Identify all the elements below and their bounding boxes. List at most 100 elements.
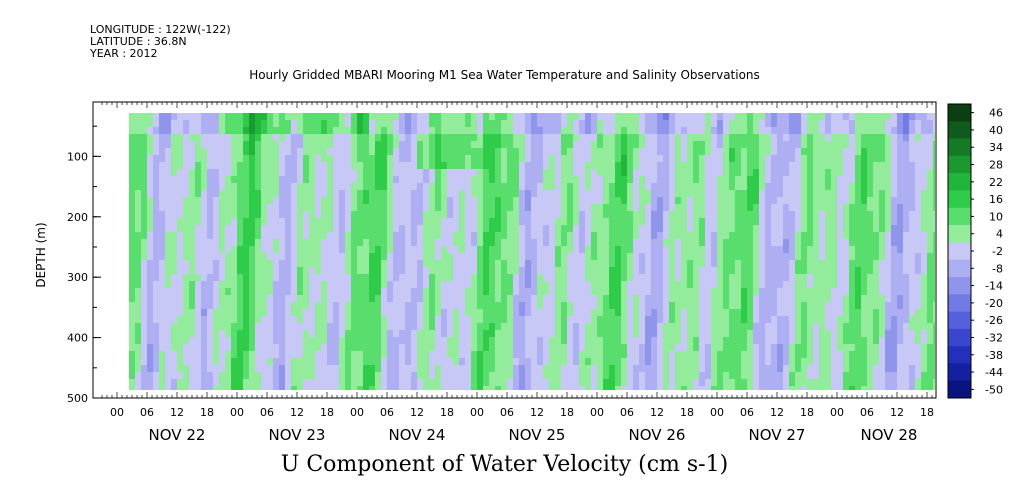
heatmap-cell bbox=[789, 225, 796, 233]
heatmap-cell bbox=[729, 379, 736, 387]
heatmap-cell bbox=[513, 155, 520, 163]
heatmap-cell bbox=[597, 281, 604, 289]
heatmap-cell bbox=[525, 176, 532, 184]
heatmap-cell bbox=[441, 134, 448, 142]
heatmap-cell bbox=[219, 330, 226, 338]
heatmap-cell bbox=[513, 302, 520, 310]
heatmap-cell bbox=[549, 379, 556, 387]
heatmap-cell bbox=[147, 169, 154, 177]
heatmap-cell bbox=[597, 218, 604, 226]
heatmap-cell bbox=[621, 197, 628, 205]
heatmap-cell bbox=[375, 288, 382, 296]
heatmap-cell bbox=[129, 127, 136, 135]
heatmap-cell bbox=[747, 183, 754, 191]
heatmap-cell bbox=[807, 253, 814, 261]
heatmap-cell bbox=[279, 183, 286, 191]
heatmap-cell bbox=[417, 386, 424, 390]
heatmap-cell bbox=[825, 169, 832, 177]
heatmap-cell bbox=[621, 162, 628, 170]
heatmap-cell bbox=[819, 211, 826, 219]
heatmap-cell bbox=[309, 232, 316, 240]
heatmap-cell bbox=[627, 330, 634, 338]
heatmap-cell bbox=[549, 239, 556, 247]
heatmap-cell bbox=[591, 141, 598, 149]
heatmap-cell bbox=[441, 302, 448, 310]
heatmap-cell bbox=[525, 183, 532, 191]
heatmap-cell bbox=[363, 295, 370, 303]
heatmap-cell bbox=[555, 169, 562, 177]
heatmap-cell bbox=[519, 218, 526, 226]
heatmap-cell bbox=[201, 169, 208, 177]
heatmap-cell bbox=[165, 281, 172, 289]
heatmap-cell bbox=[639, 330, 646, 338]
heatmap-cell bbox=[393, 176, 400, 184]
heatmap-cell bbox=[351, 211, 358, 219]
heatmap-cell bbox=[753, 183, 760, 191]
heatmap-cell bbox=[189, 246, 196, 254]
heatmap-cell bbox=[843, 274, 850, 282]
heatmap-cell bbox=[423, 337, 430, 345]
heatmap-cell bbox=[687, 309, 694, 317]
heatmap-cell bbox=[357, 253, 364, 261]
heatmap-cell bbox=[867, 232, 874, 240]
heatmap-cell bbox=[345, 218, 352, 226]
heatmap-cell bbox=[261, 358, 268, 366]
heatmap-cell bbox=[633, 239, 640, 247]
heatmap-cell bbox=[633, 155, 640, 163]
heatmap-cell bbox=[717, 379, 724, 387]
heatmap-cell bbox=[489, 148, 496, 156]
heatmap-cell bbox=[597, 232, 604, 240]
heatmap-cell bbox=[795, 134, 802, 142]
heatmap-cell bbox=[717, 141, 724, 149]
heatmap-cell bbox=[519, 288, 526, 296]
heatmap-cell bbox=[639, 302, 646, 310]
heatmap-cell bbox=[861, 358, 868, 366]
heatmap-cell bbox=[645, 134, 652, 142]
heatmap-cell bbox=[195, 113, 202, 121]
heatmap-cell bbox=[597, 134, 604, 142]
heatmap-cell bbox=[423, 197, 430, 205]
heatmap-cell bbox=[729, 120, 736, 128]
heatmap-cell bbox=[819, 351, 826, 359]
heatmap-cell bbox=[711, 260, 718, 268]
heatmap-cell bbox=[297, 127, 304, 135]
heatmap-cell bbox=[387, 274, 394, 282]
heatmap-cell bbox=[663, 288, 670, 296]
heatmap-cell bbox=[411, 141, 418, 149]
heatmap-cell bbox=[207, 323, 214, 331]
heatmap-cell bbox=[579, 218, 586, 226]
heatmap-cell bbox=[855, 211, 862, 219]
heatmap-cell bbox=[681, 365, 688, 373]
heatmap-cell bbox=[771, 120, 778, 128]
heatmap-cell bbox=[393, 379, 400, 387]
heatmap-cell bbox=[711, 323, 718, 331]
heatmap-cell bbox=[783, 134, 790, 142]
heatmap-cell bbox=[189, 232, 196, 240]
heatmap-cell bbox=[435, 120, 442, 128]
heatmap-cell bbox=[465, 316, 472, 324]
heatmap-cell bbox=[261, 302, 268, 310]
heatmap-cell bbox=[723, 288, 730, 296]
heatmap-cell bbox=[249, 120, 256, 128]
heatmap-cell bbox=[759, 225, 766, 233]
heatmap-cell bbox=[273, 288, 280, 296]
heatmap-cell bbox=[663, 281, 670, 289]
heatmap-cell bbox=[669, 162, 676, 170]
heatmap-cell bbox=[801, 134, 808, 142]
heatmap-cell bbox=[861, 386, 868, 390]
heatmap-cell bbox=[855, 246, 862, 254]
heatmap-cell bbox=[783, 183, 790, 191]
heatmap-cell bbox=[453, 239, 460, 247]
heatmap-cell bbox=[147, 176, 154, 184]
heatmap-cell bbox=[255, 351, 262, 359]
heatmap-cell bbox=[873, 260, 880, 268]
heatmap-cell bbox=[183, 253, 190, 261]
heatmap-cell bbox=[867, 211, 874, 219]
heatmap-cell bbox=[759, 330, 766, 338]
heatmap-cell bbox=[657, 204, 664, 212]
heatmap-cell bbox=[501, 204, 508, 212]
heatmap-cell bbox=[579, 246, 586, 254]
heatmap-cell bbox=[387, 302, 394, 310]
heatmap-cell bbox=[525, 239, 532, 247]
heatmap-cell bbox=[525, 141, 532, 149]
